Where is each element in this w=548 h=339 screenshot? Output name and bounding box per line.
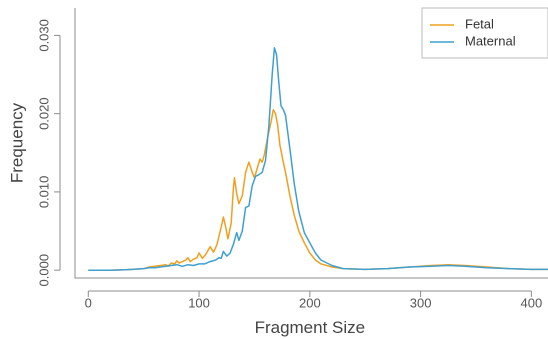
x-tick-label: 0	[85, 295, 92, 310]
legend-label-fetal: Fetal	[465, 16, 494, 31]
y-tick-label: 0.030	[36, 19, 51, 52]
y-tick-label: 0.000	[36, 254, 51, 287]
legend-label-maternal: Maternal	[465, 33, 516, 48]
legend: Fetal Maternal	[421, 7, 548, 59]
plot-area: 0 100 200 300 400 0.000 0.010 0.020 0.030	[36, 8, 548, 310]
plot-frame	[74, 8, 548, 279]
x-tick-label: 100	[188, 295, 210, 310]
legend-box	[421, 7, 548, 59]
y-axis-label: Frequency	[7, 102, 26, 183]
x-tick-label: 300	[410, 295, 432, 310]
x-axis-label: Fragment Size	[255, 318, 366, 337]
x-tick-label: 200	[299, 295, 321, 310]
series-line-maternal	[88, 47, 548, 271]
x-tick-label: 400	[521, 295, 543, 310]
series-line-fetal	[88, 108, 548, 271]
y-tick-label: 0.020	[36, 97, 51, 130]
y-tick-label: 0.010	[36, 176, 51, 209]
